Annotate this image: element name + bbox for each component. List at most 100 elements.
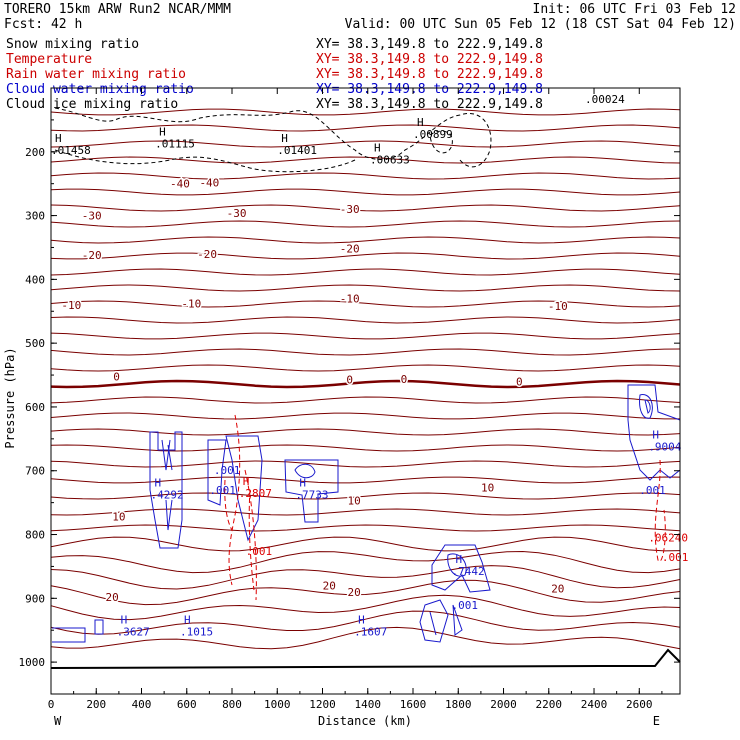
y-tick-label: 300 (25, 210, 45, 223)
temperature-contour-line (50, 188, 681, 196)
temperature-label: 0 (113, 370, 120, 383)
temperature-label: 20 (348, 586, 361, 599)
rain-water-contour (224, 414, 257, 601)
max-value-label: .7733 (295, 488, 328, 501)
legend-field-range: XY= 38.3,149.8 to 222.9,149.8 (316, 37, 543, 52)
x-tick-label: 400 (132, 698, 152, 711)
max-value-label: .001 (662, 551, 689, 564)
temperature-label: 0 (346, 374, 353, 387)
temperature-contours (50, 108, 681, 650)
max-value-label: .01115 (155, 137, 195, 150)
terrain-line (50, 648, 681, 669)
temperature-contour-line (50, 204, 681, 212)
x-tick-label: 1200 (309, 698, 336, 711)
temperature-contour-line (50, 460, 681, 468)
header-init: Init: 06 UTC Fri 03 Feb 12 (533, 2, 737, 17)
temperature-contour-line (50, 492, 681, 500)
max-value-label: .4292 (151, 488, 184, 501)
max-marker: H (455, 553, 462, 566)
temperature-contour-line (50, 444, 681, 452)
max-value-label: .01458 (51, 144, 91, 157)
max-value-label: .9004 (648, 440, 681, 453)
max-value-label: .06240 (648, 532, 688, 545)
max-value-label: .01401 (277, 144, 317, 157)
cloud-water-contour (627, 384, 681, 481)
temperature-contour-line (50, 124, 681, 132)
temperature-contour-line (50, 412, 680, 420)
cloud-water-contour (284, 459, 339, 523)
temperature-label: -30 (340, 203, 360, 216)
temperature-contour-line (50, 252, 681, 260)
temperature-label: 20 (105, 591, 118, 604)
max-value-label: .1607 (354, 625, 387, 638)
x-tick-label: 1400 (355, 698, 382, 711)
cloud-water-contour (161, 439, 173, 531)
temperature-label: 10 (348, 495, 361, 508)
temperature-label: 0 (516, 375, 523, 388)
plot-frame (50, 87, 681, 695)
legend-field-name: Rain water mixing ratio (6, 67, 186, 82)
temperature-label: -20 (197, 248, 217, 261)
y-tick-label: 900 (25, 592, 45, 605)
x-tick-label: 600 (177, 698, 197, 711)
temperature-labels: -40 -40 -30 -30 -30 -20 -20 -20 -10 -10 -10 -10 0 0 0 0… (60, 175, 569, 606)
legend-field-name: Cloud ice mixing ratio (6, 97, 178, 112)
x-tick-label: 1800 (445, 698, 472, 711)
cloud-water-contour (419, 599, 463, 643)
temperature-label: -10 (340, 293, 360, 306)
freezing-level-line (50, 379, 681, 389)
legend-field-range: XY= 38.3,149.8 to 222.9,149.8 (316, 97, 543, 112)
temperature-contour-line (50, 316, 681, 324)
max-value-label: .001 (451, 599, 478, 612)
max-marker: H (417, 116, 424, 129)
y-tick-label: 200 (25, 146, 45, 159)
max-value-label: .001 (214, 464, 241, 477)
max-marker: H (159, 125, 166, 138)
rain-water-contour (654, 459, 666, 562)
max-marker: H (281, 132, 288, 145)
temperature-label: -30 (227, 207, 247, 220)
max-value-label: .3627 (117, 625, 150, 638)
y-axis-title: Pressure (hPa) (3, 347, 17, 448)
temperature-contour-line (50, 348, 681, 356)
temperature-contour-line (50, 172, 681, 180)
header-valid: Valid: 00 UTC Sun 05 Feb 12 (18 CST Sat … (345, 17, 736, 32)
legend-field-range: XY= 38.3,149.8 to 222.9,149.8 (316, 52, 543, 67)
x-tick-label: 200 (86, 698, 106, 711)
cloud-water-contour (207, 435, 263, 542)
max-value-label: .001 (209, 484, 236, 497)
max-value-label: .00633 (370, 153, 410, 166)
y-tick-label: 800 (25, 529, 45, 542)
temperature-label: -20 (82, 249, 102, 262)
cloud-water-contour (431, 544, 491, 593)
max-marker: H (652, 428, 659, 441)
temperature-contour-line (50, 284, 681, 292)
cloud-water-contour (52, 619, 104, 643)
max-marker: H (121, 613, 128, 626)
temperature-label: -10 (548, 300, 568, 313)
temperature-label: -30 (82, 210, 102, 223)
snow-ice-contour-2 (429, 130, 453, 154)
temperature-label: -20 (340, 243, 360, 256)
legend-field-range: XY= 38.3,149.8 to 222.9,149.8 (316, 82, 543, 97)
max-value-label: .2807 (239, 487, 272, 500)
max-marker: H (243, 475, 250, 488)
max-marker: H (55, 132, 62, 145)
temperature-contour-line (50, 536, 681, 552)
temperature-label: -40 (170, 178, 190, 191)
temperature-contour-line (50, 626, 681, 650)
cloud-water-contour (149, 431, 183, 549)
legend-field-range: XY= 38.3,149.8 to 222.9,149.8 (316, 67, 543, 82)
temperature-contour-line (50, 524, 681, 532)
x-tick-label: 2400 (581, 698, 608, 711)
max-marker: H (374, 141, 381, 154)
max-value-label: .7442 (451, 565, 484, 578)
header-left-line2: Fcst: 42 h (4, 17, 82, 32)
temperature-contour-line (50, 610, 681, 635)
temperature-contour-line (50, 268, 681, 276)
y-tick-label: 700 (25, 465, 45, 478)
x-tick-label: 2600 (626, 698, 653, 711)
